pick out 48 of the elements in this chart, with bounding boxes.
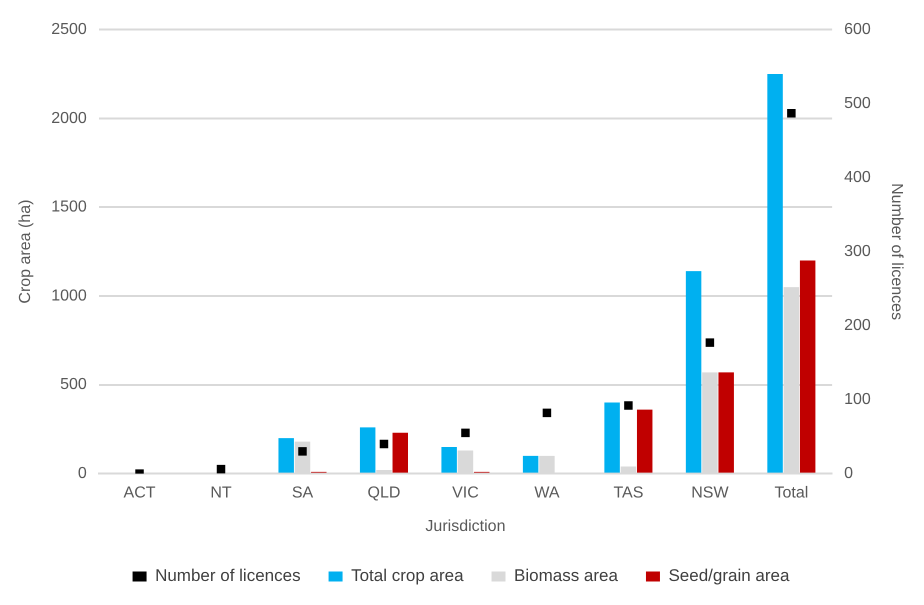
y2-tick-label: 600 bbox=[844, 21, 871, 38]
bar bbox=[686, 271, 702, 473]
bar bbox=[636, 410, 652, 473]
point bbox=[461, 428, 470, 438]
y-tick-label: 2000 bbox=[51, 110, 87, 127]
point bbox=[298, 447, 307, 456]
y2-tick-label: 400 bbox=[844, 169, 871, 186]
bar bbox=[767, 74, 783, 473]
y-tick-label: 1500 bbox=[51, 198, 87, 216]
bar bbox=[522, 456, 538, 473]
point bbox=[624, 401, 633, 410]
point bbox=[216, 464, 226, 474]
point bbox=[380, 440, 388, 448]
bar bbox=[718, 372, 734, 473]
y2-tick-label: 0 bbox=[844, 465, 854, 482]
point bbox=[706, 338, 714, 347]
x-tick-label: TAS bbox=[613, 484, 644, 502]
y-tick-label: 500 bbox=[60, 376, 87, 394]
bar bbox=[800, 260, 816, 473]
x-tick-label: Total bbox=[774, 484, 808, 502]
bar bbox=[278, 438, 294, 473]
y2-tick-label: 500 bbox=[844, 95, 871, 112]
y-tick-label: 0 bbox=[78, 465, 87, 482]
y2-tick-label: 300 bbox=[844, 243, 871, 260]
x-tick-label: WA bbox=[534, 484, 560, 502]
x-tick-label: VIC bbox=[452, 484, 479, 502]
y-axis-title: Crop area (ha) bbox=[17, 200, 34, 304]
bar bbox=[360, 427, 376, 473]
point bbox=[787, 108, 796, 118]
x-axis-title: Jurisdiction bbox=[425, 518, 506, 535]
bar bbox=[441, 446, 457, 473]
legend-label: Number of licences bbox=[155, 566, 301, 586]
y-tick-label: 1000 bbox=[51, 287, 87, 304]
bar bbox=[392, 432, 408, 473]
legend-label: Total crop area bbox=[351, 566, 464, 586]
y2-axis-title: Number of licences bbox=[888, 183, 905, 320]
x-tick-label: NT bbox=[210, 484, 232, 502]
legend-label: Seed/grain area bbox=[668, 566, 790, 586]
x-tick-label: QLD bbox=[368, 484, 400, 502]
x-tick-label: SA bbox=[292, 484, 314, 502]
bar bbox=[604, 402, 620, 473]
y2-tick-label: 200 bbox=[844, 317, 871, 334]
y-tick-label: 2500 bbox=[51, 21, 87, 38]
x-tick-label: ACT bbox=[124, 484, 156, 502]
legend-label: Biomass area bbox=[514, 566, 618, 586]
point bbox=[542, 408, 552, 418]
y2-tick-label: 100 bbox=[844, 391, 871, 408]
x-tick-label: NSW bbox=[691, 484, 730, 502]
